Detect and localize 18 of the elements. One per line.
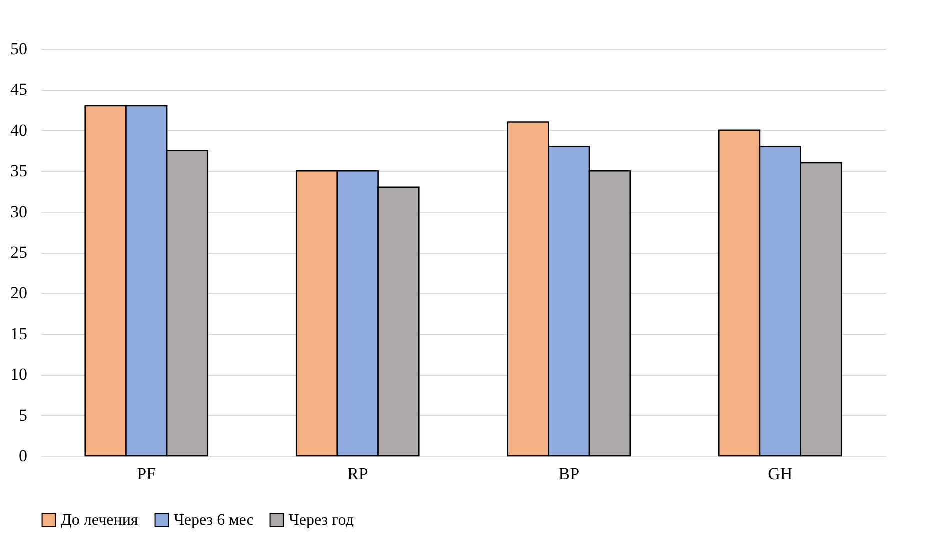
x-tick-label: GH	[768, 464, 793, 484]
y-tick-label: 45	[10, 80, 28, 100]
x-tick-label: BP	[558, 464, 580, 484]
x-tick-label: PF	[137, 464, 156, 484]
y-tick-label: 10	[10, 365, 28, 384]
y-tick-label: 40	[10, 120, 28, 140]
legend-label: До лечения	[61, 512, 139, 530]
x-tick-label: RP	[347, 464, 368, 484]
y-tick-label: 25	[10, 243, 28, 262]
y-tick-label: 20	[10, 284, 28, 303]
y-tick-label: 50	[10, 40, 28, 58]
y-tick-label: 0	[19, 446, 28, 466]
y-tick-label: 15	[10, 324, 28, 344]
y-tick-label: 35	[10, 162, 28, 181]
y-tick-label: 30	[10, 202, 28, 222]
y-tick-label: 5	[19, 406, 28, 425]
legend-label: Через год	[289, 512, 354, 530]
legend-label: Через 6 мес	[174, 512, 254, 530]
